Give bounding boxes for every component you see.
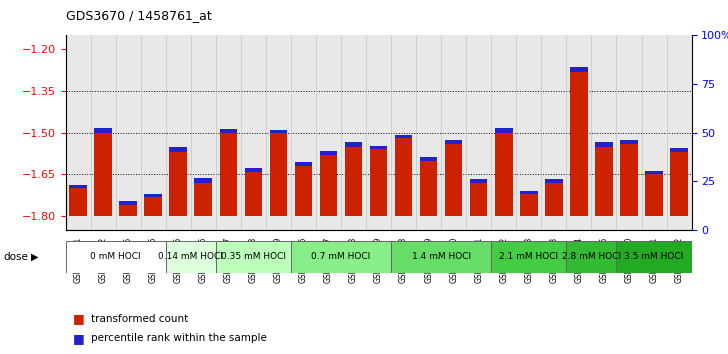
Bar <box>545 183 563 216</box>
Bar <box>370 146 387 149</box>
Bar <box>119 205 137 216</box>
Bar <box>95 128 112 133</box>
Bar <box>194 178 212 183</box>
Bar <box>291 241 391 273</box>
Bar <box>345 147 363 216</box>
Bar <box>220 130 237 133</box>
Text: ■: ■ <box>73 312 84 325</box>
Bar <box>370 149 387 216</box>
Bar <box>166 241 215 273</box>
Bar <box>66 241 166 273</box>
Bar <box>69 188 87 216</box>
Bar <box>520 194 537 216</box>
Bar <box>245 167 262 172</box>
Bar <box>144 197 162 216</box>
Bar <box>170 152 187 216</box>
Bar <box>617 241 692 273</box>
Bar <box>596 142 613 147</box>
Bar <box>645 171 662 175</box>
Bar <box>69 185 87 188</box>
Bar <box>269 130 287 133</box>
Text: 1.4 mM HOCl: 1.4 mM HOCl <box>411 252 471 261</box>
Bar <box>144 194 162 197</box>
Bar <box>470 183 488 216</box>
Bar <box>420 157 438 161</box>
Text: ▶: ▶ <box>31 252 38 262</box>
Bar <box>269 133 287 216</box>
Bar <box>395 138 412 216</box>
Bar <box>119 201 137 205</box>
Bar <box>495 133 513 216</box>
Bar <box>95 133 112 216</box>
Bar <box>420 161 438 216</box>
Text: 2.1 mM HOCl: 2.1 mM HOCl <box>499 252 558 261</box>
Text: 0.14 mM HOCl: 0.14 mM HOCl <box>158 252 223 261</box>
Bar <box>391 241 491 273</box>
Bar <box>170 147 187 152</box>
Bar <box>194 183 212 216</box>
Bar <box>470 179 488 183</box>
Bar <box>245 172 262 216</box>
Text: 3.5 mM HOCl: 3.5 mM HOCl <box>625 252 684 261</box>
Bar <box>345 143 363 147</box>
Text: ■: ■ <box>73 332 84 344</box>
Text: GDS3670 / 1458761_at: GDS3670 / 1458761_at <box>66 9 211 22</box>
Bar <box>295 166 312 216</box>
Bar <box>670 148 688 152</box>
Bar <box>645 175 662 216</box>
Bar <box>295 162 312 166</box>
Bar <box>491 241 566 273</box>
Bar <box>620 144 638 216</box>
Bar <box>670 152 688 216</box>
Text: 0.35 mM HOCl: 0.35 mM HOCl <box>221 252 286 261</box>
Bar <box>545 179 563 183</box>
Text: 0 mM HOCl: 0 mM HOCl <box>90 252 141 261</box>
Text: 0.7 mM HOCl: 0.7 mM HOCl <box>312 252 371 261</box>
Text: 2.8 mM HOCl: 2.8 mM HOCl <box>562 252 621 261</box>
Bar <box>220 133 237 216</box>
Text: transformed count: transformed count <box>91 314 189 324</box>
Text: dose: dose <box>4 252 28 262</box>
Text: percentile rank within the sample: percentile rank within the sample <box>91 333 267 343</box>
Bar <box>495 128 513 133</box>
Bar <box>445 144 462 216</box>
Bar <box>570 72 587 216</box>
Bar <box>320 155 337 216</box>
Bar <box>320 152 337 155</box>
Bar <box>620 140 638 144</box>
Bar <box>215 241 291 273</box>
Bar <box>566 241 617 273</box>
Bar <box>520 190 537 194</box>
Bar <box>570 67 587 72</box>
Bar <box>445 140 462 144</box>
Bar <box>395 135 412 138</box>
Bar <box>596 147 613 216</box>
